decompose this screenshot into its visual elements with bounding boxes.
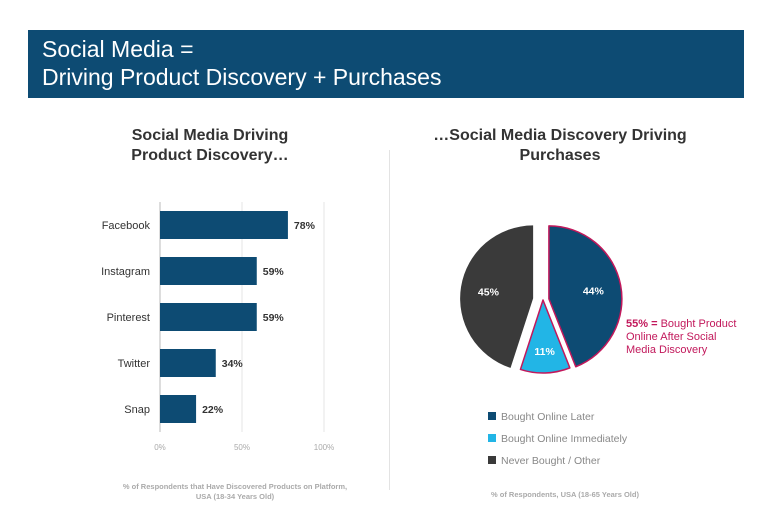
category-label: Snap [124, 404, 150, 416]
bar [160, 303, 257, 331]
bar [160, 257, 257, 285]
bar-chart-title: Social Media Driving Product Discovery… [131, 127, 289, 164]
legend-label: Bought Online Immediately [501, 433, 628, 445]
legend-swatch [488, 456, 496, 464]
pie-slice [548, 225, 623, 368]
data-label: 22% [202, 404, 224, 416]
header-title-line1: Social Media = [42, 36, 194, 62]
pie-footnote: % of Respondents, USA (18-65 Years Old) [491, 490, 639, 499]
data-label: 59% [263, 312, 285, 324]
legend-swatch [488, 412, 496, 420]
bar [160, 349, 216, 377]
data-label: 78% [294, 220, 316, 232]
legend-label: Bought Online Later [501, 411, 595, 423]
bar [160, 395, 197, 423]
category-label: Facebook [102, 220, 151, 232]
slice-label: 11% [534, 346, 555, 358]
legend-label: Never Bought / Other [501, 455, 601, 467]
callout-percent: 55% = [626, 318, 661, 330]
bar-footnote: % of Respondents that Have Discovered Pr… [122, 482, 348, 501]
data-label: 59% [263, 266, 285, 278]
header-banner: Social Media = Driving Product Discovery… [28, 30, 744, 98]
legend-swatch [488, 434, 496, 442]
category-label: Instagram [101, 266, 150, 278]
panel-divider [389, 150, 390, 490]
pie-slice [460, 225, 534, 368]
slice-label: 45% [478, 286, 500, 298]
data-label: 34% [222, 358, 244, 370]
purchase-callout: 55% = Bought Product Online After Social… [626, 318, 741, 357]
category-label: Twitter [118, 358, 151, 370]
header-title-line2: Driving Product Discovery + Purchases [42, 64, 442, 90]
tick-label: 0% [154, 443, 166, 452]
tick-label: 50% [234, 443, 250, 452]
pie-chart-title: …Social Media Discovery Driving Purchase… [433, 127, 687, 164]
slice-label: 44% [583, 285, 605, 297]
category-label: Pinterest [107, 312, 150, 324]
bar [160, 211, 288, 239]
pie-slice [519, 299, 571, 374]
callout-text: Bought Product Online After Social Media… [626, 318, 737, 356]
tick-label: 100% [314, 443, 334, 452]
